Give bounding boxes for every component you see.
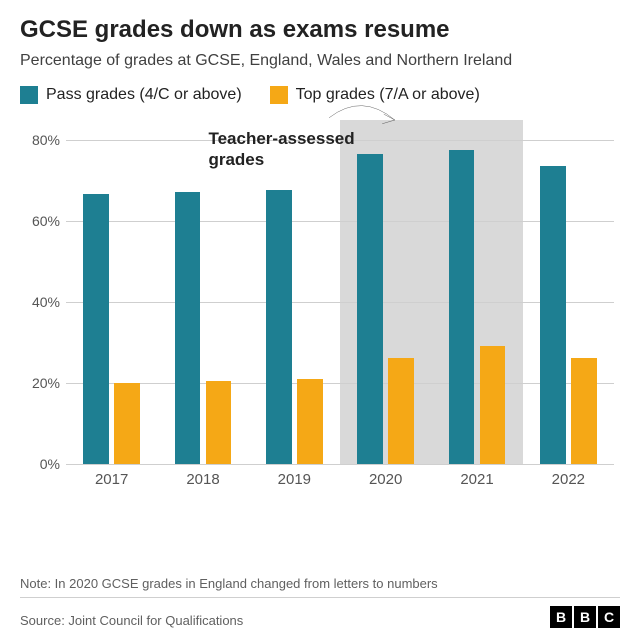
- divider: [20, 597, 620, 598]
- annotation-arrow-icon: [66, 120, 614, 464]
- x-axis-label: 2017: [95, 471, 128, 488]
- legend-swatch-pass: [20, 86, 38, 104]
- legend: Pass grades (4/C or above) Top grades (7…: [20, 86, 620, 104]
- y-axis-label: 80%: [20, 132, 60, 148]
- bbc-logo-letter: C: [598, 606, 620, 628]
- legend-swatch-top: [270, 86, 288, 104]
- source-text: Source: Joint Council for Qualifications: [20, 613, 243, 628]
- chart: 0%20%40%60%80% Teacher-assessed grades 2…: [20, 114, 620, 494]
- x-axis-label: 2020: [369, 471, 402, 488]
- bbc-logo: BBC: [550, 606, 620, 628]
- footnote: Note: In 2020 GCSE grades in England cha…: [20, 576, 620, 591]
- y-axis-label: 40%: [20, 294, 60, 310]
- legend-item-top: Top grades (7/A or above): [270, 86, 480, 104]
- plot-area: 0%20%40%60%80% Teacher-assessed grades: [66, 120, 614, 464]
- y-axis-label: 20%: [20, 375, 60, 391]
- x-axis: 2017 2018 2019 2020 2021 2022: [66, 464, 614, 494]
- legend-item-pass: Pass grades (4/C or above): [20, 86, 242, 104]
- chart-title: GCSE grades down as exams resume: [20, 16, 620, 44]
- x-axis-label: 2018: [186, 471, 219, 488]
- bbc-logo-letter: B: [550, 606, 572, 628]
- bbc-logo-letter: B: [574, 606, 596, 628]
- legend-label-top: Top grades (7/A or above): [296, 86, 480, 104]
- x-axis-label: 2022: [552, 471, 585, 488]
- x-axis-label: 2021: [460, 471, 493, 488]
- chart-subtitle: Percentage of grades at GCSE, England, W…: [20, 50, 620, 72]
- x-axis-label: 2019: [278, 471, 311, 488]
- legend-label-pass: Pass grades (4/C or above): [46, 86, 242, 104]
- y-axis-label: 0%: [20, 456, 60, 472]
- footer: Note: In 2020 GCSE grades in England cha…: [20, 576, 620, 628]
- y-axis-label: 60%: [20, 213, 60, 229]
